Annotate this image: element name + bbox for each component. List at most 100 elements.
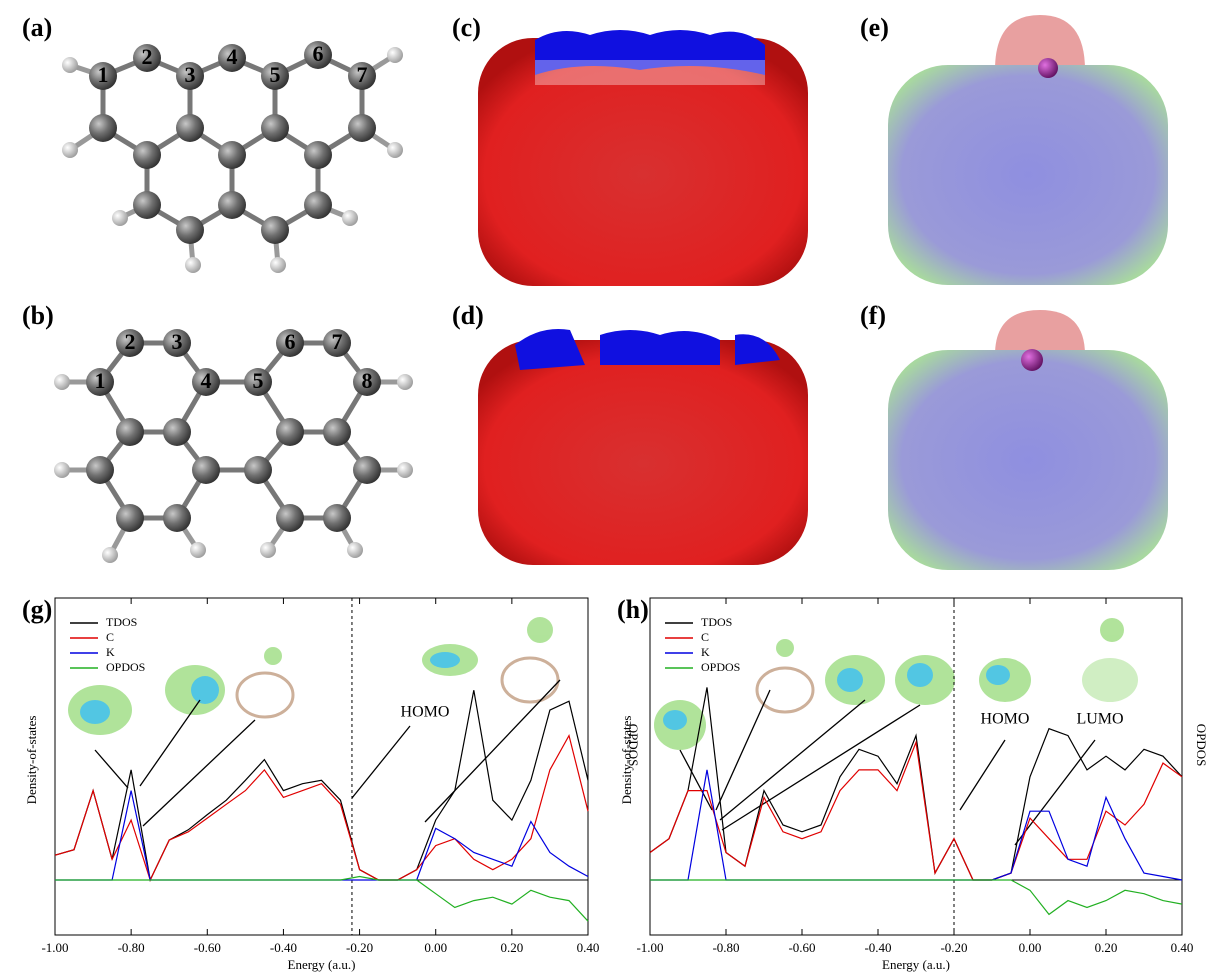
panel-label: (c) xyxy=(452,13,481,42)
esp-map-f xyxy=(888,310,1168,570)
legend-label: TDOS xyxy=(701,615,732,629)
hydrogen-atom xyxy=(397,462,413,478)
series-line xyxy=(54,690,589,882)
carbon-atom xyxy=(304,191,332,219)
x-tick-label: 0.00 xyxy=(424,940,447,955)
panel-label: (e) xyxy=(860,13,889,42)
x-tick-label: -0.40 xyxy=(270,940,297,955)
carbon-atom xyxy=(261,216,289,244)
carbon-atom xyxy=(304,41,332,69)
carbon-atom xyxy=(176,216,204,244)
series-line xyxy=(54,733,589,882)
carbon-atom xyxy=(116,418,144,446)
carbon-atom xyxy=(163,418,191,446)
series-line xyxy=(55,875,589,922)
x-tick-label: -1.00 xyxy=(636,940,663,955)
carbon-atom xyxy=(348,114,376,142)
series-line xyxy=(55,790,589,881)
x-tick-label: -0.80 xyxy=(118,940,145,955)
carbon-atom xyxy=(218,141,246,169)
hydrogen-atom xyxy=(347,542,363,558)
atom-number: 5 xyxy=(270,62,281,87)
carbon-atom xyxy=(261,62,289,90)
x-tick-label: -0.40 xyxy=(864,940,891,955)
carbon-atom xyxy=(261,114,289,142)
plot-frame xyxy=(649,597,1183,936)
dos-chart: -1.00 -0.80 -0.60 -0.40 -0.20 0.00 0.20 0.40 TDO… xyxy=(617,595,1209,972)
esp-map-c xyxy=(478,30,808,286)
carbon-atom xyxy=(244,456,272,484)
atom-number: 6 xyxy=(313,41,324,66)
carbon-atom xyxy=(276,504,304,532)
atom-number: 3 xyxy=(185,62,196,87)
esp-map-d xyxy=(478,329,808,565)
x-tick-label: 0.20 xyxy=(1095,940,1118,955)
carbon-atom xyxy=(133,141,161,169)
atom-number: 1 xyxy=(95,368,106,393)
carbon-atom xyxy=(323,418,351,446)
legend-label: K xyxy=(106,645,115,659)
hydrogen-atom xyxy=(397,374,413,390)
hydrogen-atom xyxy=(190,542,206,558)
x-tick-label: -0.80 xyxy=(712,940,739,955)
plot-frame xyxy=(54,597,589,936)
carbon-atom xyxy=(89,62,117,90)
hydrogen-atom xyxy=(342,210,358,226)
arrows xyxy=(94,679,1096,846)
charts: -1.00 -0.80 -0.60 -0.40 -0.20 0.00 0.20 0.40 TDO… xyxy=(22,595,1209,972)
y-axis-label: Density-of-states xyxy=(24,716,39,805)
legend-label: TDOS xyxy=(106,615,137,629)
atom-number: 7 xyxy=(332,329,343,354)
hydrogen-atom xyxy=(102,547,118,563)
hydrogen-atom xyxy=(62,57,78,73)
orbital-insets xyxy=(68,617,1138,750)
atom-number: 5 xyxy=(253,368,264,393)
dos-chart: -1.00 -0.80 -0.60 -0.40 -0.20 0.00 0.20 0.40 TDO… xyxy=(22,595,599,972)
hydrogen-atom xyxy=(387,47,403,63)
x-tick-label: 0.00 xyxy=(1019,940,1042,955)
hydrogen-atom xyxy=(387,142,403,158)
carbon-atom xyxy=(116,504,144,532)
x-axis-label: Energy (a.u.) xyxy=(288,957,356,972)
x-tick-label: -1.00 xyxy=(41,940,68,955)
legend-label: C xyxy=(106,630,114,644)
y-axis-label: Density-of-states xyxy=(619,716,634,805)
legend-label: OPDOS xyxy=(106,660,145,674)
legend-label: OPDOS xyxy=(701,660,740,674)
atom-number: 8 xyxy=(362,368,373,393)
carbon-atom xyxy=(276,329,304,357)
carbon-atom xyxy=(218,191,246,219)
hydrogen-atom xyxy=(260,542,276,558)
hydrogen-atom xyxy=(62,142,78,158)
hydrogen-atom xyxy=(54,374,70,390)
carbon-atom xyxy=(218,44,246,72)
x-tick-label: -0.20 xyxy=(940,940,967,955)
molecule: 1 2 3 4 5 6 7 xyxy=(62,41,403,273)
carbon-atom xyxy=(323,504,351,532)
carbon-atom xyxy=(86,456,114,484)
hydrogen-atom xyxy=(112,210,128,226)
atom-number: 4 xyxy=(201,368,212,393)
hydrogen-atom xyxy=(54,462,70,478)
carbon-atom xyxy=(348,62,376,90)
x-tick-label: -0.60 xyxy=(194,940,221,955)
panel-label: (b) xyxy=(22,301,54,330)
esp-map-e xyxy=(888,15,1168,285)
carbon-atom xyxy=(163,329,191,357)
atom-number: 1 xyxy=(98,62,109,87)
x-tick-label: 0.40 xyxy=(1171,940,1194,955)
atom-number: 7 xyxy=(357,62,368,87)
carbon-atom xyxy=(176,114,204,142)
carbon-atom xyxy=(192,456,220,484)
x-tick-label: -0.20 xyxy=(346,940,373,955)
panel-label: (d) xyxy=(452,301,484,330)
carbon-atom xyxy=(176,62,204,90)
x-tick-label: 0.20 xyxy=(500,940,523,955)
carbon-atom xyxy=(89,114,117,142)
carbon-atom xyxy=(353,368,381,396)
carbon-atom xyxy=(116,329,144,357)
legend-label: C xyxy=(701,630,709,644)
atom-number: 3 xyxy=(172,329,183,354)
